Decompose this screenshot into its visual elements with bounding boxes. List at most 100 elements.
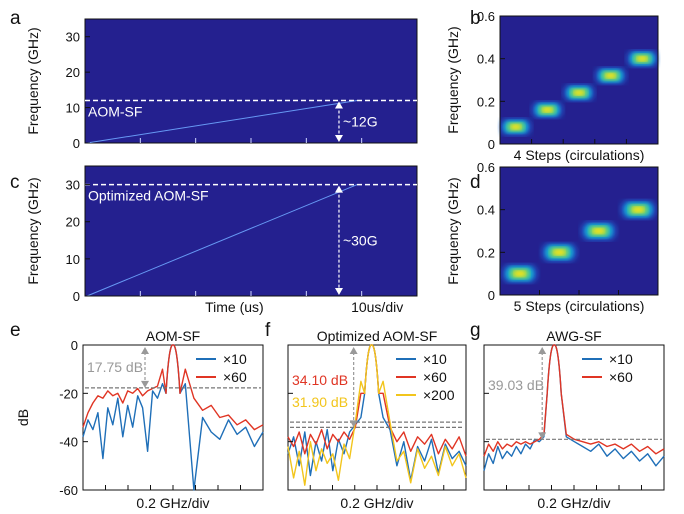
b-plot-frame (499, 15, 659, 145)
e-title: AOM-SF (146, 328, 200, 344)
f-xlabel: 0.2 GHz/div (340, 495, 413, 511)
d-ytick-label: 0.2 (477, 245, 495, 260)
a-ytick-label: 0 (73, 136, 80, 151)
f-arrow-head-down (349, 420, 358, 428)
b-step-glow (511, 124, 521, 130)
c-ytick-label: 0 (73, 289, 80, 304)
a-ytick-label: 20 (66, 65, 80, 80)
f-arrow-head-up (349, 347, 358, 354)
a-ytick-label: 30 (66, 30, 80, 45)
f-annotation-1: 34.10 dB (292, 372, 348, 388)
b-step-4 (595, 67, 626, 84)
g-title: AWG-SF (546, 328, 601, 344)
e-ytick-label: -20 (59, 386, 78, 401)
g-legend-label-1: ×10 (609, 351, 633, 367)
c-ytick-label: 20 (66, 215, 80, 230)
e-xlabel: 0.2 GHz/div (136, 495, 209, 511)
panel-e-spectrum: ×10 ×60 17.75 dB 0 -20 -40 -60 dB AOM-SF 0.2 GHz/… (15, 328, 264, 511)
b-ylabel: Frequency (GHz) (445, 26, 461, 133)
c-frequency-trace (86, 184, 358, 297)
e-ytick-label: -60 (59, 483, 78, 498)
b-step-glow (542, 107, 553, 113)
c-arrow-label: ~30G (343, 232, 378, 248)
d-step-glow (514, 270, 526, 277)
b-step-glow (574, 90, 584, 96)
d-xlabel: 5 Steps (circulations) (514, 298, 645, 314)
panel-label-a: a (10, 8, 21, 29)
c-arrow-head-down (334, 288, 343, 295)
d-step-4 (621, 200, 656, 219)
f-legend-label-1: ×10 (423, 351, 447, 367)
a-frequency-trace (86, 99, 358, 144)
b-step-glow (605, 73, 616, 79)
e-legend-label-2: ×60 (223, 369, 247, 385)
panel-label-c: c (10, 172, 20, 193)
e-arrow-head-down (141, 380, 149, 388)
d-ytick-label: 0.6 (477, 160, 495, 175)
f-series-3-line (287, 344, 467, 486)
d-step-1 (502, 264, 537, 283)
g-xlabel: 0.2 GHz/div (537, 495, 610, 511)
c-arrow-head-up (334, 185, 343, 193)
g-plot-area (483, 344, 665, 491)
e-ytick-label: 0 (71, 338, 78, 353)
a-ylabel: Frequency (GHz) (25, 27, 41, 134)
d-step-2 (542, 243, 577, 262)
panel-a-spectrogram: AOM-SF ~12G 0 10 20 30 Frequency (GHz) (25, 18, 418, 151)
panel-label-g: g (470, 320, 481, 341)
b-step-5 (627, 50, 658, 67)
e-ytick-label: -40 (59, 435, 78, 450)
e-arrow-head-up (141, 347, 149, 354)
e-ylabel: dB (15, 409, 31, 426)
b-step-glow (637, 56, 647, 62)
c-ytick-label: 10 (66, 252, 80, 267)
d-step-glow (632, 206, 644, 213)
panel-label-f: f (265, 320, 271, 341)
e-series-2-line (82, 344, 264, 431)
panel-f-spectrum: ×10 ×60 ×200 34.10 dB 31.90 dB Optimized AOM-… (287, 328, 467, 511)
g-legend-label-2: ×60 (609, 369, 633, 385)
d-step-glow (593, 228, 605, 234)
b-xlabel: 4 Steps (circulations) (514, 147, 645, 163)
a-arrow-label: ~12G (343, 114, 378, 130)
b-step-2 (532, 101, 563, 118)
g-annotation-1: 39.03 dB (488, 377, 544, 393)
panel-label-d: d (470, 172, 481, 193)
d-ylabel: Frequency (GHz) (445, 177, 461, 284)
panel-b-steps-heatmap: 0 0.2 0.4 0.6 Frequency (GHz) 4 Steps (circul… (445, 9, 659, 163)
b-ytick-label: 0 (488, 137, 495, 152)
a-dashed-line-label: AOM-SF (88, 103, 142, 119)
d-step-glow (553, 249, 565, 256)
c-ytick-label: 30 (66, 178, 80, 193)
b-ytick-label: 0.4 (477, 52, 495, 67)
e-annotation-1: 17.75 dB (87, 359, 143, 375)
a-arrow-head-up (334, 101, 343, 109)
a-ytick-label: 10 (66, 101, 80, 116)
panel-c-spectrogram: Optimized AOM-SF ~30G 0 10 20 30 Frequency (GH… (25, 165, 418, 315)
b-step-3 (564, 84, 594, 101)
panel-label-e: e (10, 320, 21, 341)
b-ytick-label: 0.6 (477, 9, 495, 24)
f-annotation-2: 31.90 dB (292, 394, 348, 410)
b-ytick-label: 0.2 (477, 94, 495, 109)
c-ylabel: Frequency (GHz) (25, 177, 41, 284)
panel-label-b: b (470, 8, 481, 29)
d-ytick-label: 0.4 (477, 203, 495, 218)
c-dashed-line-label: Optimized AOM-SF (88, 188, 209, 204)
c-xlabel: Time (us) (205, 299, 264, 315)
a-arrow-head-down (334, 135, 343, 142)
c-xscale-label: 10us/div (351, 299, 403, 315)
b-step-1 (500, 118, 531, 135)
d-step-3 (581, 222, 616, 240)
g-arrow-head-up (538, 347, 547, 354)
f-legend-label-2: ×60 (423, 369, 447, 385)
f-legend-label-3: ×200 (423, 387, 455, 403)
g-arrow-head-down (538, 432, 547, 440)
a-plot-area (84, 18, 418, 144)
panel-d-steps-heatmap: 0 0.2 0.4 0.6 Frequency (GHz) 5 Steps (circul… (445, 160, 659, 314)
g-series-2-line (483, 344, 665, 457)
e-legend-label-1: ×10 (223, 351, 247, 367)
f-title: Optimized AOM-SF (317, 328, 438, 344)
d-ytick-label: 0 (488, 288, 495, 303)
